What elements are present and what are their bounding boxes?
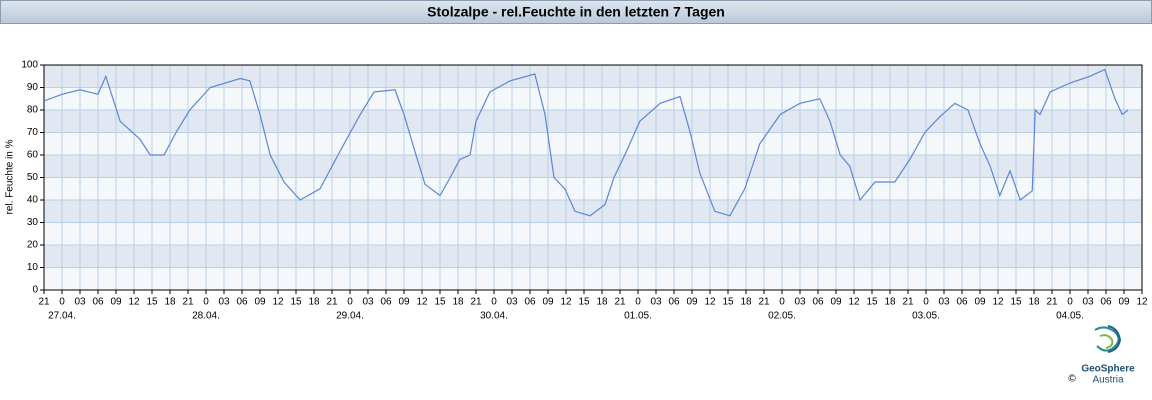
logo: GeoSphere Austria © [1068, 325, 1135, 386]
x-tick-label: 0 [203, 297, 209, 308]
x-tick-label: 12 [560, 297, 572, 308]
x-tick-label: 15 [722, 297, 734, 308]
x-tick-label: 09 [1118, 297, 1130, 308]
date-label: 02.05. [768, 311, 796, 322]
x-tick-label: 09 [254, 297, 266, 308]
logo-text: Austria [1092, 375, 1124, 386]
y-tick-label: 80 [27, 105, 39, 116]
date-label: 03.05. [912, 311, 940, 322]
x-tick-label: 03 [74, 297, 86, 308]
y-tick-label: 10 [27, 262, 39, 273]
x-tick-label: 15 [290, 297, 302, 308]
date-label: 27.04. [48, 311, 76, 322]
x-tick-label: 18 [164, 297, 176, 308]
x-tick-label: 03 [938, 297, 950, 308]
band [44, 200, 1142, 223]
x-tick-label: 18 [1028, 297, 1040, 308]
x-tick-label: 12 [416, 297, 428, 308]
chart-title: Stolzalpe - rel.Feuchte in den letzten 7… [427, 4, 725, 20]
x-tick-label: 03 [1082, 297, 1094, 308]
x-tick-label: 12 [848, 297, 860, 308]
x-tick-label: 18 [452, 297, 464, 308]
band [44, 245, 1142, 268]
x-tick-label: 06 [380, 297, 392, 308]
x-tick-label: 09 [830, 297, 842, 308]
x-tick-label: 06 [524, 297, 536, 308]
x-tick-label: 0 [1067, 297, 1073, 308]
x-tick-label: 06 [812, 297, 824, 308]
date-label: 28.04. [192, 311, 220, 322]
x-tick-label: 06 [236, 297, 248, 308]
x-tick-label: 09 [398, 297, 410, 308]
plot-frame [43, 64, 1143, 291]
date-label: 04.05. [1056, 311, 1084, 322]
x-tick-label: 06 [1100, 297, 1112, 308]
x-tick-label: 03 [650, 297, 662, 308]
y-tick-label: 60 [27, 150, 39, 161]
x-tick-label: 21 [38, 297, 50, 308]
x-tick-label: 12 [128, 297, 140, 308]
humidity-line [43, 68, 1129, 217]
x-tick-label: 06 [92, 297, 104, 308]
x-tick-label: 09 [686, 297, 698, 308]
x-tick-label: 18 [884, 297, 896, 308]
logo-shape [1107, 325, 1122, 353]
x-tick-label: 21 [326, 297, 338, 308]
x-tick-label: 06 [956, 297, 968, 308]
x-tick-label: 09 [974, 297, 986, 308]
copyright: © [1068, 374, 1076, 385]
x-tick-label: 21 [758, 297, 770, 308]
x-tick-label: 03 [218, 297, 230, 308]
x-tick-label: 12 [1136, 297, 1148, 308]
x-tick-label: 18 [740, 297, 752, 308]
y-axis-label: rel. Feuchte in % [5, 139, 16, 214]
x-tick-label: 0 [635, 297, 641, 308]
x-tick-label: 12 [272, 297, 284, 308]
x-tick-label: 06 [668, 297, 680, 308]
x-tick-label: 12 [992, 297, 1004, 308]
x-tick-label: 0 [923, 297, 929, 308]
logo-shape [1094, 326, 1120, 352]
x-tick-label: 15 [146, 297, 158, 308]
x-tick-label: 15 [578, 297, 590, 308]
x-tick-label: 15 [866, 297, 878, 308]
date-label: 30.04. [480, 311, 508, 322]
x-tick-label: 21 [182, 297, 194, 308]
band [44, 65, 1142, 88]
x-tick-label: 03 [794, 297, 806, 308]
date-label: 29.04. [336, 311, 364, 322]
x-tick-label: 0 [491, 297, 497, 308]
x-tick-label: 0 [779, 297, 785, 308]
x-tick-label: 21 [902, 297, 914, 308]
x-tick-label: 21 [470, 297, 482, 308]
date-label: 01.05. [624, 311, 652, 322]
y-tick-label: 0 [32, 285, 38, 296]
y-tick-label: 90 [27, 82, 39, 93]
x-tick-label: 21 [1046, 297, 1058, 308]
band [44, 155, 1142, 178]
x-tick-label: 03 [362, 297, 374, 308]
x-tick-label: 09 [542, 297, 554, 308]
x-tick-label: 0 [347, 297, 353, 308]
x-tick-label: 15 [434, 297, 446, 308]
y-tick-label: 50 [27, 172, 39, 183]
logo-shape [1099, 334, 1114, 349]
x-tick-label: 15 [1010, 297, 1022, 308]
x-tick-label: 12 [704, 297, 716, 308]
logo-text: GeoSphere [1081, 364, 1135, 375]
x-tick-label: 21 [614, 297, 626, 308]
x-tick-label: 0 [59, 297, 65, 308]
y-tick-label: 40 [27, 195, 39, 206]
y-tick-label: 70 [27, 127, 39, 138]
band [44, 110, 1142, 133]
y-tick-label: 20 [27, 240, 39, 251]
y-tick-label: 30 [27, 217, 39, 228]
x-tick-label: 18 [596, 297, 608, 308]
x-tick-label: 18 [308, 297, 320, 308]
x-tick-label: 03 [506, 297, 518, 308]
x-tick-label: 09 [110, 297, 122, 308]
y-tick-label: 100 [21, 60, 38, 71]
